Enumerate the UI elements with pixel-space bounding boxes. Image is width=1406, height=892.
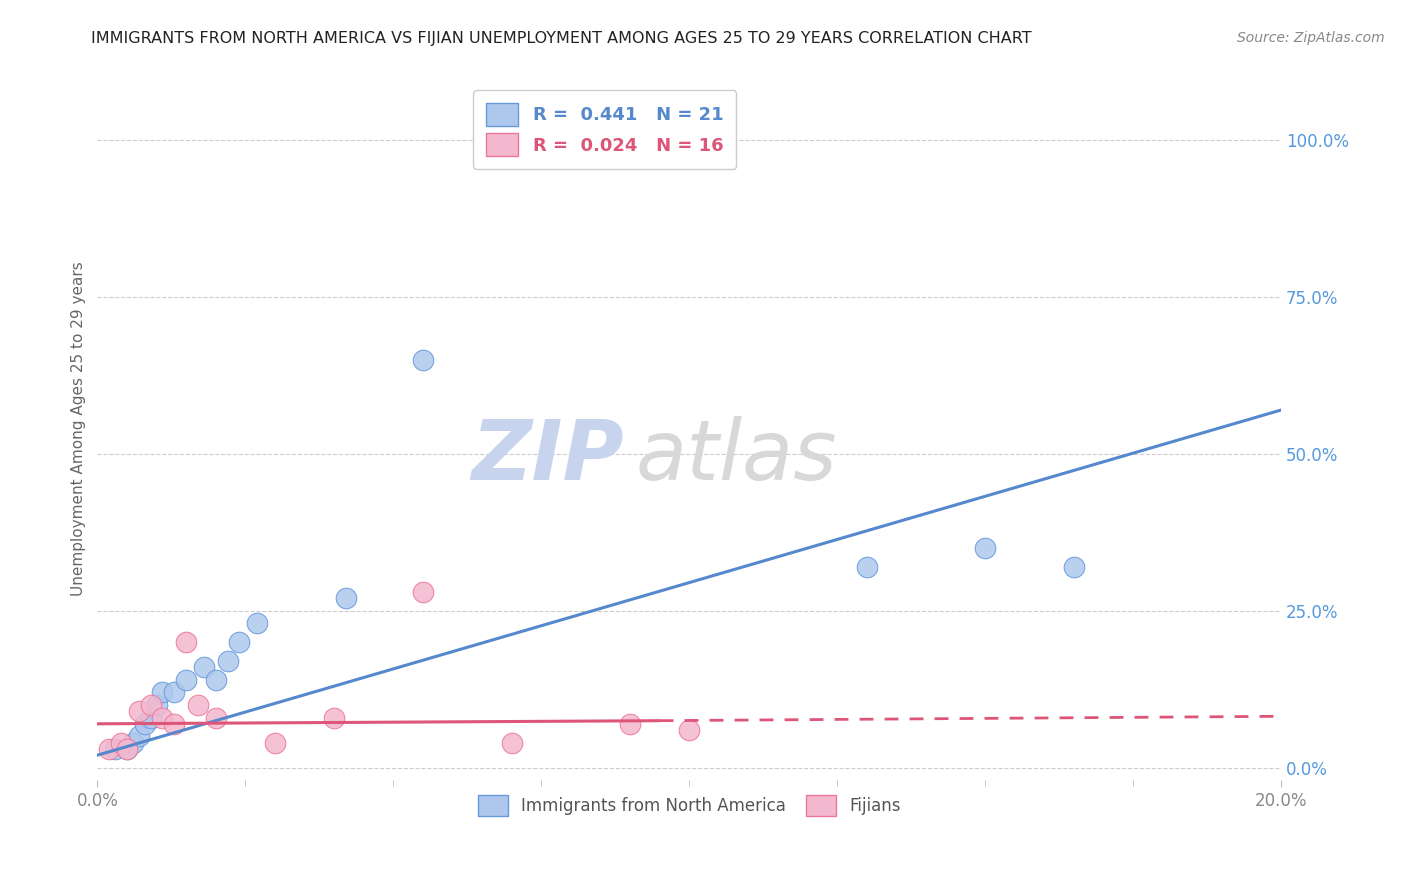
Point	[145, 698, 167, 712]
Point	[619, 716, 641, 731]
Text: atlas: atlas	[636, 417, 838, 498]
Point	[110, 736, 132, 750]
Y-axis label: Unemployment Among Ages 25 to 29 years: Unemployment Among Ages 25 to 29 years	[72, 261, 86, 596]
Point	[152, 685, 174, 699]
Text: Source: ZipAtlas.com: Source: ZipAtlas.com	[1237, 31, 1385, 45]
Point	[228, 635, 250, 649]
Point	[217, 654, 239, 668]
Point	[678, 723, 700, 737]
Point	[974, 541, 997, 555]
Legend: Immigrants from North America, Fijians: Immigrants from North America, Fijians	[470, 787, 910, 825]
Point	[128, 730, 150, 744]
Point	[412, 585, 434, 599]
Point	[152, 710, 174, 724]
Point	[121, 736, 143, 750]
Point	[174, 673, 197, 687]
Point	[104, 742, 127, 756]
Point	[174, 635, 197, 649]
Point	[163, 685, 186, 699]
Text: IMMIGRANTS FROM NORTH AMERICA VS FIJIAN UNEMPLOYMENT AMONG AGES 25 TO 29 YEARS C: IMMIGRANTS FROM NORTH AMERICA VS FIJIAN …	[91, 31, 1032, 46]
Point	[264, 736, 287, 750]
Text: ZIP: ZIP	[471, 417, 624, 498]
Point	[1063, 560, 1085, 574]
Point	[139, 698, 162, 712]
Point	[128, 704, 150, 718]
Point	[134, 716, 156, 731]
Point	[619, 133, 641, 147]
Point	[139, 710, 162, 724]
Point	[204, 673, 226, 687]
Point	[98, 742, 121, 756]
Point	[187, 698, 209, 712]
Point	[323, 710, 346, 724]
Point	[246, 616, 269, 631]
Point	[412, 352, 434, 367]
Point	[115, 742, 138, 756]
Point	[204, 710, 226, 724]
Point	[115, 742, 138, 756]
Point	[163, 716, 186, 731]
Point	[193, 660, 215, 674]
Point	[335, 591, 357, 606]
Point	[501, 736, 523, 750]
Point	[855, 560, 877, 574]
